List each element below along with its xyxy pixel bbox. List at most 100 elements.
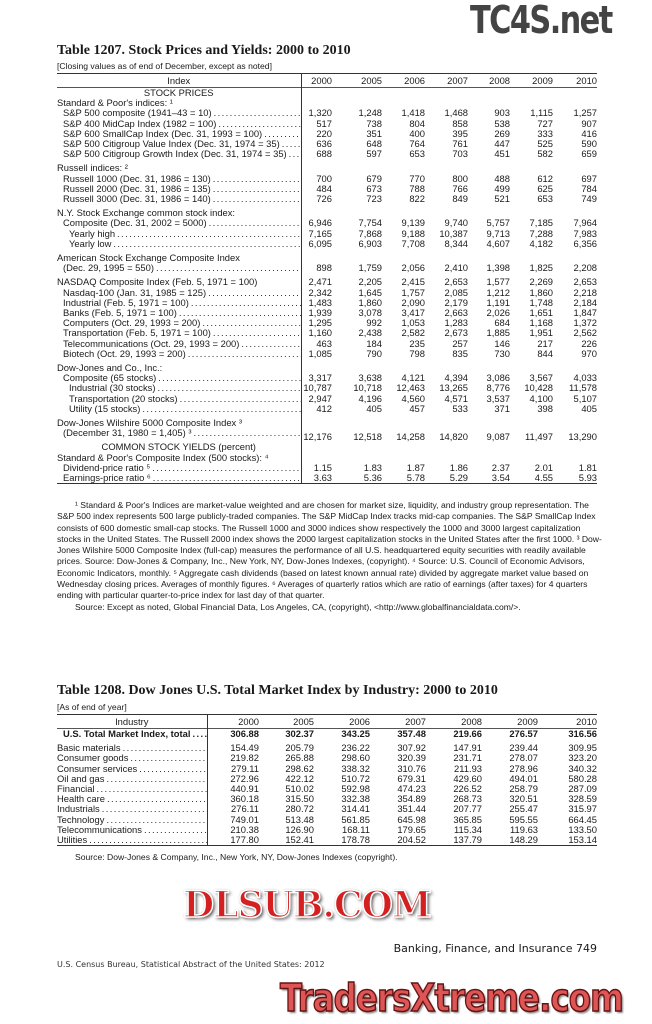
value-cell: 323.20 xyxy=(568,753,597,764)
value-cell xyxy=(510,418,553,428)
year-column-header: 2009 xyxy=(532,75,553,86)
year-column-header: 2005 xyxy=(361,75,382,86)
value-cell: 612 xyxy=(537,173,553,184)
value-cell xyxy=(553,88,597,99)
value-cell: 4,571 xyxy=(444,393,468,404)
value-cell: 3,317 xyxy=(308,373,332,384)
value-cell: 2.37 xyxy=(491,462,510,473)
row-label: STOCK PRICES xyxy=(57,87,302,99)
value-cell xyxy=(553,208,597,218)
row-label: (Dec. 29, 1995 = 550) xyxy=(57,263,302,274)
value-cell xyxy=(301,208,332,218)
value-cell: 703 xyxy=(452,149,468,160)
table-row: Computers (Oct. 29, 1993 = 200) 1,295 992 1… xyxy=(57,318,597,329)
row-label-text: S&P 500 composite (1941–43 = 10) xyxy=(63,108,300,118)
table-row: S&P 500 Citigroup Growth Index (Dec. 31,… xyxy=(57,149,597,160)
table-row: Utilities 177.80 152.41 178.78 204.52 137.79 1… xyxy=(57,835,597,846)
value-cell: 258.79 xyxy=(509,784,538,795)
row-label: Banks (Feb. 5, 1971 = 100) xyxy=(57,308,302,319)
row-label: Industrials xyxy=(57,804,208,815)
value-cell: 333 xyxy=(537,128,553,139)
value-cell: 10,387 xyxy=(439,228,468,239)
value-cell: 513.48 xyxy=(285,814,314,825)
value-cell: 2,090 xyxy=(401,297,425,308)
spacer xyxy=(57,359,302,364)
value-cell: 2,673 xyxy=(444,328,468,339)
value-cell: 314.41 xyxy=(341,804,370,815)
value-cell xyxy=(382,453,425,463)
row-label-text: American Stock Exchange Composite Index xyxy=(57,253,240,264)
spacer xyxy=(57,249,302,254)
value-cell xyxy=(382,88,425,99)
row-label-text: S&P 600 SmallCap Index (Dec. 31, 1993 = … xyxy=(63,129,300,139)
group-heading-row: Standard & Poor's Composite Index (500 s… xyxy=(57,452,597,463)
value-cell: 2,026 xyxy=(486,308,510,319)
row-label-text: COMMON STOCK YIELDS (percent) xyxy=(101,442,256,453)
value-cell: 357.48 xyxy=(397,728,426,739)
value-cell: 659 xyxy=(581,149,597,160)
row-label-text: Biotech (Oct. 29, 1993 = 200) xyxy=(63,349,300,359)
row-label: N.Y. Stock Exchange common stock index: xyxy=(57,208,302,219)
value-cell: 3,078 xyxy=(358,308,382,319)
value-cell: 1,295 xyxy=(308,318,332,329)
value-cell xyxy=(468,98,510,108)
value-cell: 7,983 xyxy=(573,228,597,239)
table-row: Transportation (Feb. 5, 1971 = 100) 1,160… xyxy=(57,328,597,339)
value-cell xyxy=(332,453,382,463)
value-cell: 2,471 xyxy=(308,277,332,288)
row-label: S&P 500 Citigroup Value Index (Dec. 31, … xyxy=(57,139,302,150)
row-label: Telecommunications (Oct. 29, 1993 = 200) xyxy=(57,338,302,349)
table-row: U.S. Total Market Index, total 306.88 302.… xyxy=(57,728,597,740)
row-label-text: NASDAQ Composite Index (Feb. 5, 1971 = 1… xyxy=(57,277,258,288)
value-cell: 9,087 xyxy=(486,431,510,443)
value-cell: 645.98 xyxy=(397,814,426,825)
value-cell: 822 xyxy=(409,194,425,205)
value-cell: 6,095 xyxy=(308,238,332,249)
spacer-row xyxy=(57,159,597,164)
value-cell xyxy=(301,418,332,428)
value-cell: 761 xyxy=(452,139,468,150)
value-cell: 2,342 xyxy=(308,287,332,298)
row-label-text: Industrial (Feb. 5, 1971 = 100) xyxy=(63,298,300,308)
row-label: Industrial (30 stocks) xyxy=(57,383,302,394)
value-cell: 636 xyxy=(316,139,332,150)
group-heading-row: Dow-Jones and Co., Inc.: xyxy=(57,363,597,374)
value-cell: 231.71 xyxy=(453,753,482,764)
table-row: Composite (65 stocks) 3,317 3,638 4,121 4,39… xyxy=(57,373,597,384)
value-cell xyxy=(332,418,382,428)
row-label-text: Industrials xyxy=(57,804,206,814)
value-cell: 679 xyxy=(366,173,382,184)
value-cell: 474.23 xyxy=(397,784,426,795)
value-cell: 320.51 xyxy=(509,794,538,805)
value-cell xyxy=(468,253,510,263)
row-label-text: Oil and gas xyxy=(57,774,206,784)
value-cell: 844 xyxy=(537,348,553,359)
value-cell xyxy=(553,442,597,452)
row-label: Technology xyxy=(57,814,208,825)
value-cell: 152.41 xyxy=(285,835,314,846)
value-cell xyxy=(332,442,382,452)
value-cell: 1,757 xyxy=(401,287,425,298)
value-cell: 310.76 xyxy=(397,763,426,774)
value-cell: 10,787 xyxy=(303,383,332,394)
value-cell xyxy=(382,163,425,173)
row-label-text: Standard & Poor's indices: ¹ xyxy=(57,98,173,109)
value-cell: 316.56 xyxy=(568,728,597,739)
spacer-row xyxy=(57,359,597,364)
value-cell xyxy=(468,418,510,428)
value-cell: 2,947 xyxy=(308,393,332,404)
row-label: Basic materials xyxy=(57,743,208,754)
value-cell: 268.73 xyxy=(453,794,482,805)
value-cell: 6,903 xyxy=(358,238,382,249)
spacer-row xyxy=(57,204,597,209)
table-row: Utility (15 stocks) 412 405 457 533 371 398 405 xyxy=(57,403,597,415)
value-cell xyxy=(468,442,510,452)
value-cell xyxy=(425,163,468,173)
value-cell: 858 xyxy=(452,118,468,129)
value-cell: 835 xyxy=(452,348,468,359)
table-row: Industrial (30 stocks)10,787 10,718 12,463… xyxy=(57,383,597,394)
value-cell: 4,607 xyxy=(486,238,510,249)
row-label: Health care xyxy=(57,794,208,805)
row-label: Nasdaq-100 (Jan. 31, 1985 = 125) xyxy=(57,287,302,298)
value-cell: 664.45 xyxy=(568,814,597,825)
